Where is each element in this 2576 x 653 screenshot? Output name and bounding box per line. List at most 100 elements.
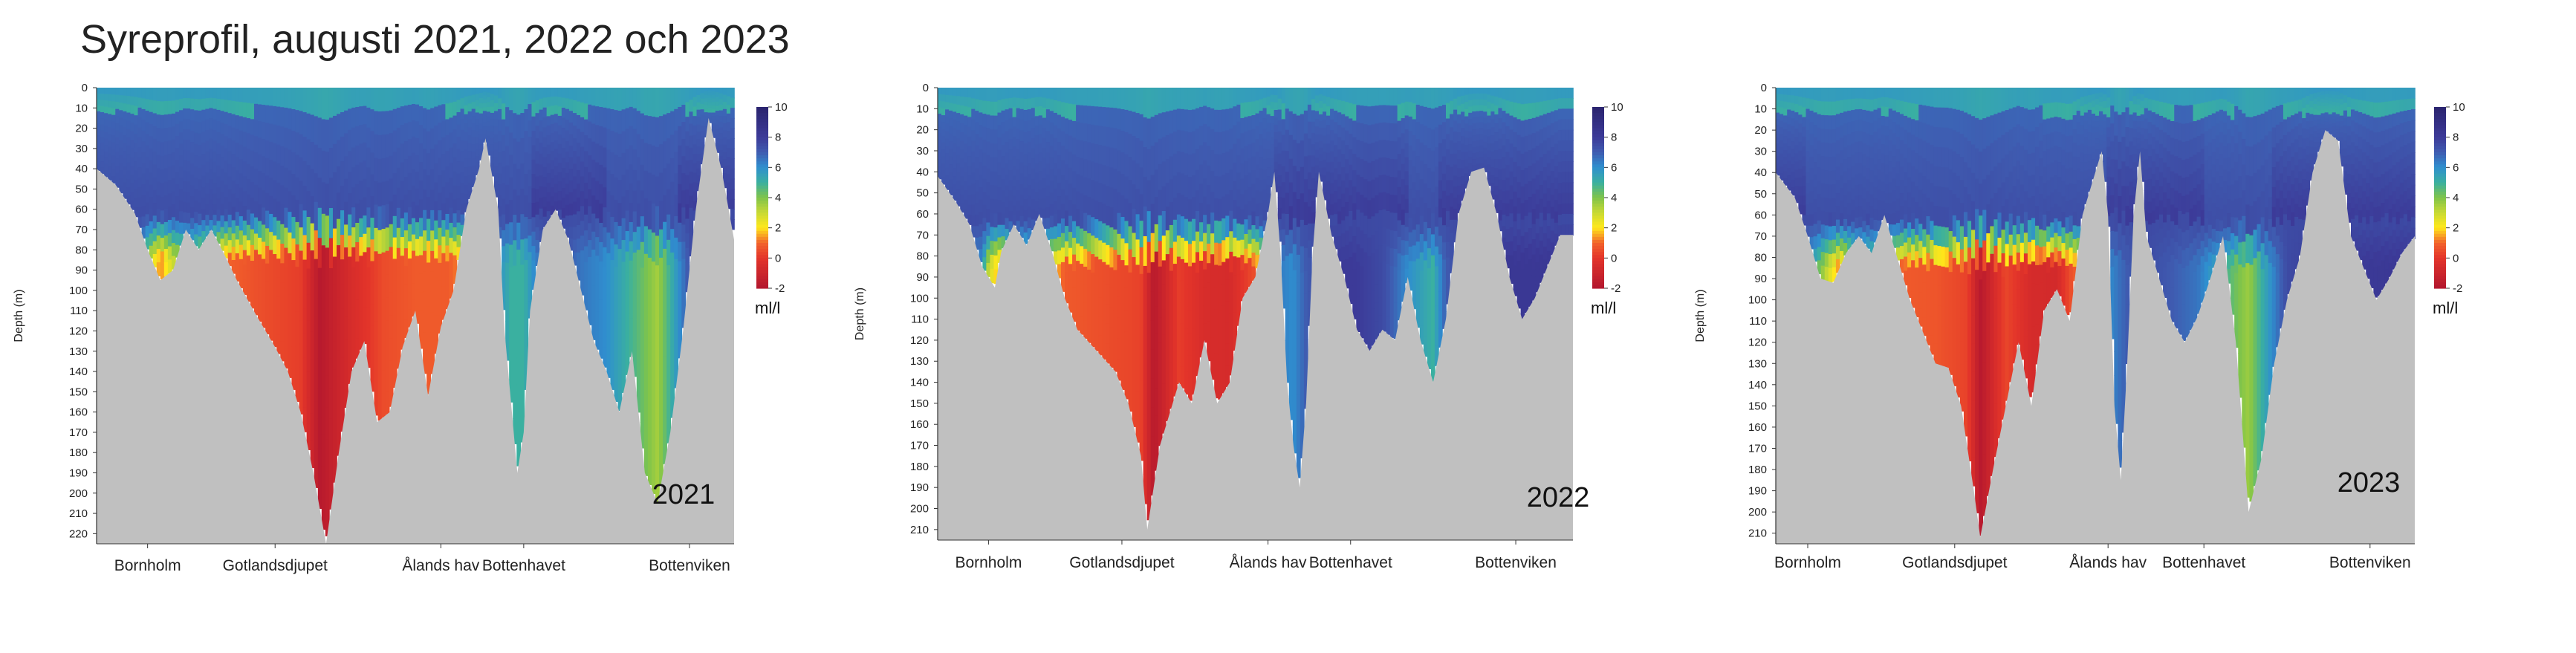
oxygen-cell [1314, 149, 1320, 159]
oxygen-cell [1479, 105, 1485, 111]
oxygen-cell [666, 264, 671, 291]
oxygen-cell [351, 287, 357, 308]
oxygen-cell [967, 175, 973, 186]
oxygen-cell [250, 166, 255, 183]
oxygen-cell [1222, 371, 1227, 394]
oxygen-cell [1434, 127, 1439, 148]
oxygen-cell [1016, 139, 1021, 150]
oxygen-cell [104, 88, 108, 95]
oxygen-cell [156, 181, 161, 196]
oxygen-cell [363, 88, 368, 107]
oxygen-cell [1068, 264, 1073, 281]
oxygen-cell [941, 177, 946, 185]
oxygen-cell [1274, 146, 1279, 155]
oxygen-cell [1326, 88, 1331, 98]
oxygen-cell [119, 147, 124, 156]
oxygen-cell [1554, 143, 1559, 156]
oxygen-cell [396, 328, 401, 349]
oxygen-cell [186, 212, 191, 224]
oxygen-cell [1427, 108, 1432, 129]
oxygen-cell [1042, 178, 1047, 189]
oxygen-cell [599, 183, 604, 204]
oxygen-cell [1427, 348, 1432, 370]
oxygen-cell [997, 162, 1002, 176]
oxygen-cell [163, 155, 169, 169]
oxygen-cell [1109, 207, 1115, 228]
oxygen-cell [1288, 182, 1294, 207]
oxygen-cell [610, 88, 615, 110]
oxygen-cell [239, 187, 244, 203]
oxygen-cell [1300, 431, 1305, 458]
oxygen-cell [1117, 108, 1122, 131]
oxygen-cell [1274, 139, 1279, 148]
oxygen-cell [1524, 135, 1529, 153]
seabed-area [938, 167, 1573, 540]
oxygen-cell [317, 478, 322, 510]
oxygen-cell [377, 396, 383, 421]
oxygen-cell [490, 150, 495, 158]
oxygen-cell [498, 227, 502, 239]
oxygen-cell [216, 221, 221, 233]
oxygen-cell [1176, 108, 1181, 131]
oxygen-cell [216, 209, 221, 222]
oxygen-cell [280, 166, 285, 186]
oxygen-cell [1106, 107, 1111, 128]
oxygen-cell [115, 166, 120, 174]
colorbar-cell [756, 158, 768, 162]
oxygen-cell [355, 164, 360, 185]
oxygen-cell [659, 172, 664, 202]
oxygen-cell [1382, 175, 1387, 193]
oxygen-cell [674, 323, 679, 345]
oxygen-cell [1330, 88, 1334, 100]
oxygen-cell [273, 105, 278, 126]
oxygen-cell [1053, 238, 1058, 253]
oxygen-cell [201, 209, 207, 221]
oxygen-cell [490, 157, 495, 164]
oxygen-cell [1483, 141, 1488, 149]
oxygen-cell [295, 199, 300, 223]
oxygen-cell [982, 218, 987, 232]
oxygen-cell [1285, 256, 1290, 278]
oxygen-cell [614, 356, 619, 380]
oxygen-cell [415, 222, 420, 240]
oxygen-cell [359, 293, 364, 313]
oxygen-cell [1375, 88, 1380, 106]
oxygen-cell [1479, 88, 1485, 94]
oxygen-cell [949, 186, 953, 196]
oxygen-cell [332, 228, 337, 258]
oxygen-cell [568, 180, 574, 193]
colorbar-cell [1592, 212, 1604, 216]
oxygen-cell [565, 226, 570, 238]
oxygen-cell [1143, 444, 1148, 475]
oxygen-cell [997, 112, 1002, 126]
oxygen-cell [363, 215, 368, 235]
oxygen-cell [250, 198, 255, 215]
oxygen-cell [1378, 315, 1383, 334]
oxygen-cell [1397, 253, 1402, 271]
oxygen-cell [707, 103, 713, 106]
oxygen-cell [1150, 436, 1155, 467]
oxygen-cell [982, 231, 987, 245]
oxygen-cell [1091, 161, 1096, 181]
oxygen-cell [1248, 230, 1253, 244]
oxygen-cell [1251, 211, 1256, 226]
oxygen-cell [156, 208, 161, 223]
oxygen-cell [1045, 142, 1051, 154]
oxygen-cell [572, 227, 577, 241]
oxygen-cell [1120, 109, 1126, 131]
colorbar-cell [756, 273, 768, 277]
oxygen-cell [108, 146, 112, 155]
oxygen-cell [715, 105, 720, 111]
oxygen-cell [359, 106, 364, 126]
oxygen-cell [1266, 149, 1271, 160]
oxygen-cell [97, 88, 101, 94]
oxygen-cell [707, 90, 713, 94]
oxygen-cell [1218, 154, 1223, 178]
oxygen-cell [100, 137, 105, 144]
oxygen-cell [321, 119, 326, 152]
oxygen-cell [520, 189, 525, 215]
oxygen-cell [108, 173, 112, 181]
oxygen-cell [186, 129, 191, 141]
oxygen-cell [141, 130, 146, 143]
oxygen-cell [1453, 131, 1458, 143]
